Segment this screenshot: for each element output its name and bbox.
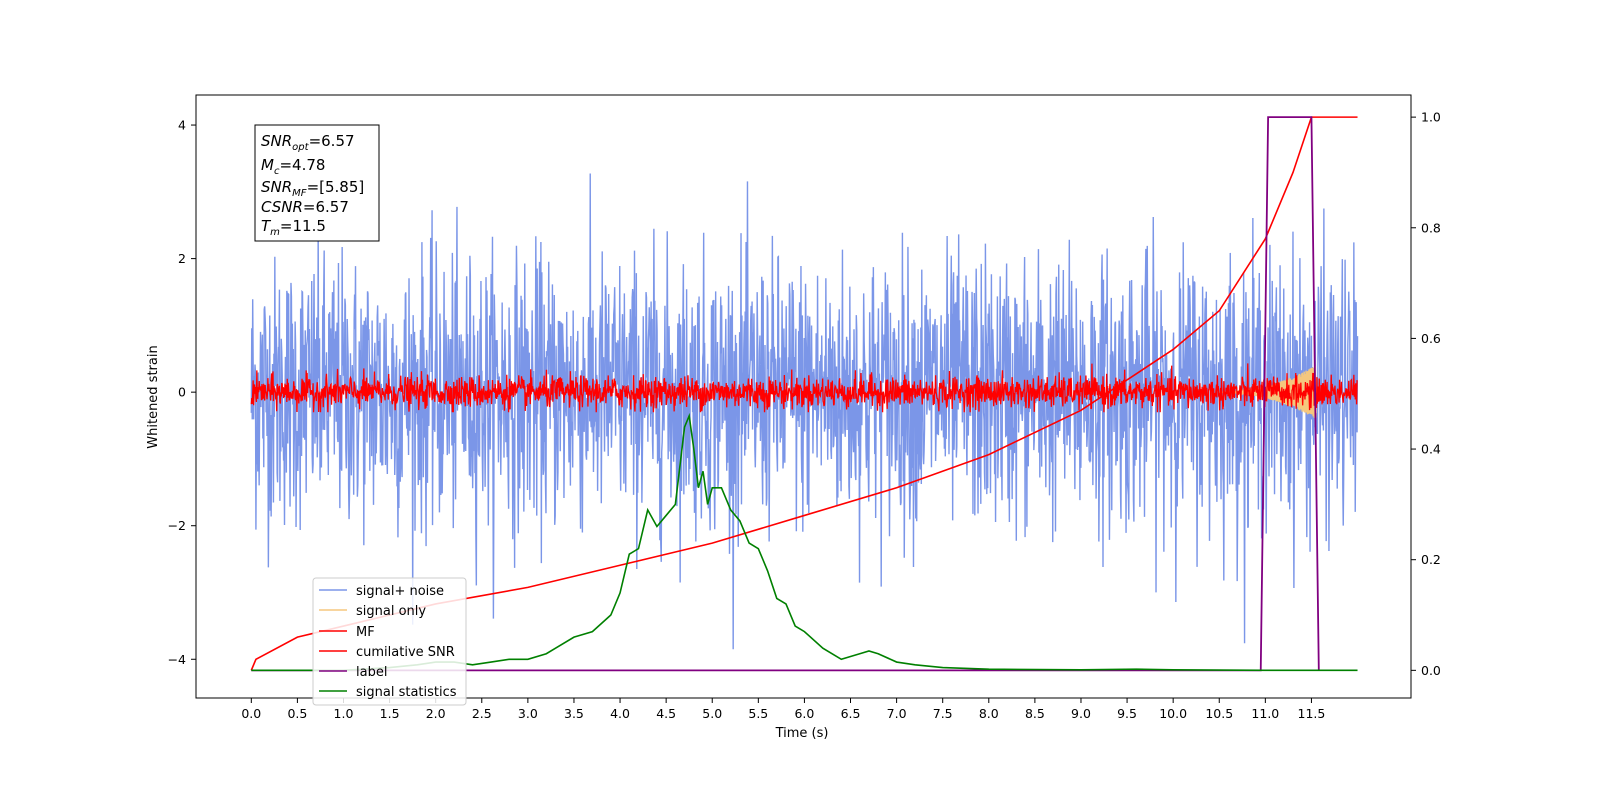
y-right-tick-label: 1.0 <box>1421 110 1441 125</box>
x-tick-label: 4.5 <box>656 706 676 721</box>
series-signal-only-line <box>1219 366 1317 418</box>
x-tick-label: 8.5 <box>1025 706 1045 721</box>
x-tick-label: 5.0 <box>702 706 722 721</box>
x-axis-label: Time (s) <box>775 726 829 741</box>
series-mf-line <box>250 363 1358 413</box>
x-tick-label: 10.5 <box>1205 706 1233 721</box>
x-tick-label: 4.0 <box>610 706 630 721</box>
legend-label-signal-only: signal only <box>356 604 426 619</box>
x-tick-label: 2.5 <box>472 706 492 721</box>
legend: signal+ noise signal only MF cumilative … <box>312 577 467 706</box>
x-tick-label: 11.5 <box>1298 706 1326 721</box>
annotation-line-mc: Mc=4.78 <box>261 156 325 177</box>
plot-frame <box>195 94 1412 699</box>
annotation-line-snr-mf: SNRMF=[5.85] <box>261 178 364 199</box>
x-tick-label: 1.5 <box>380 706 400 721</box>
x-tick-label: 6.5 <box>841 706 861 721</box>
annotation-box: SNRopt=6.57 Mc=4.78 SNRMF=[5.85] CSNR=6.… <box>254 124 380 242</box>
x-tick-label: 1.0 <box>334 706 354 721</box>
legend-label-label: label <box>356 665 387 680</box>
annotation-frame <box>254 124 380 242</box>
y-right-tick-label: 0.2 <box>1421 552 1441 567</box>
legend-label-mf: MF <box>356 625 375 640</box>
y-tick-label: 0 <box>178 385 186 400</box>
x-tick-label: 9.0 <box>1071 706 1091 721</box>
y-tick-label: −2 <box>168 518 186 533</box>
x-tick-label: 5.5 <box>748 706 768 721</box>
y-tick-label: 4 <box>178 118 186 133</box>
y-tick-label: −4 <box>168 652 186 667</box>
x-tick-label: 10.0 <box>1159 706 1187 721</box>
x-tick-label: 2.0 <box>426 706 446 721</box>
x-tick-label: 8.0 <box>979 706 999 721</box>
legend-label-signal-statistics: signal statistics <box>356 685 457 700</box>
y-right-tick-label: 0.4 <box>1421 442 1441 457</box>
y-right-tick-label: 0.0 <box>1421 663 1441 678</box>
legend-label-cumulative-snr: cumilative SNR <box>356 645 455 660</box>
annotation-line-tm: Tm=11.5 <box>261 217 326 238</box>
series-signal-statistics-line <box>251 412 1358 672</box>
x-tick-label: 7.0 <box>887 706 907 721</box>
x-tick-label: 9.5 <box>1117 706 1137 721</box>
y-right-tick-label: 0.8 <box>1421 220 1441 235</box>
x-tick-label: 11.0 <box>1251 706 1279 721</box>
annotation-line-snr-opt: SNRopt=6.57 <box>261 132 355 153</box>
legend-frame <box>312 577 467 706</box>
x-tick-label: 3.5 <box>564 706 584 721</box>
x-tick-label: 6.0 <box>794 706 814 721</box>
x-tick-label: 7.5 <box>933 706 953 721</box>
legend-label-signal-noise: signal+ noise <box>356 584 444 599</box>
y-tick-label: 2 <box>178 251 186 266</box>
x-tick-label: 3.0 <box>518 706 538 721</box>
y-axis-label: Whitened strain <box>146 345 161 448</box>
y-right-tick-label: 0.6 <box>1421 331 1441 346</box>
series-label-line <box>251 116 1320 672</box>
ticks-layer: 0.0 0.5 1.0 1.5 2.0 2.5 3.0 3.5 4.0 4.5 5.0 5.5 6.0 6… <box>168 110 1441 721</box>
x-tick-label: 0.0 <box>241 706 261 721</box>
annotation-line-csnr: CSNR=6.57 <box>261 198 349 216</box>
x-tick-label: 0.5 <box>287 706 307 721</box>
